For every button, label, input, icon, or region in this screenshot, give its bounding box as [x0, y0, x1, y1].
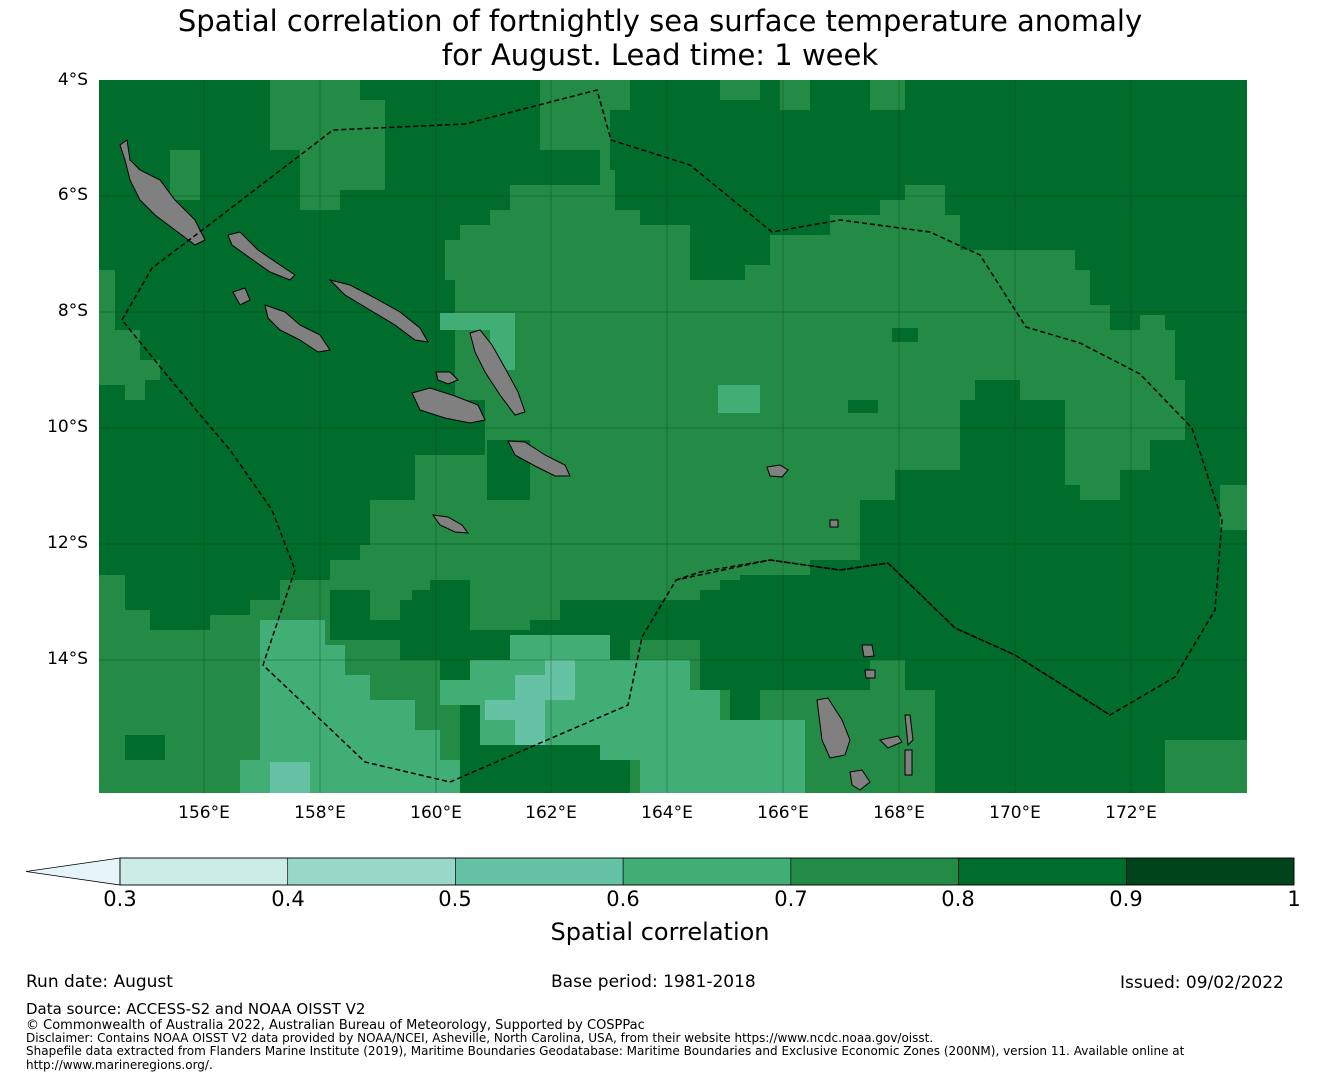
colorbar-outline [119, 857, 1295, 886]
island-santa-cruz [766, 464, 789, 478]
title-line-2: for August. Lead time: 1 week [441, 38, 879, 72]
island-malaita [469, 329, 526, 416]
colorbar-tick-label: 0.6 [606, 887, 640, 911]
lon-tick-label: 164°E [641, 803, 693, 823]
disclaimer: Disclaimer: Contains NOAA OISST V2 data … [26, 1031, 934, 1045]
colorbar-bin [622, 857, 792, 886]
chart-title: Spatial correlation of fortnightly sea s… [0, 4, 1320, 72]
colorbar [25, 857, 1295, 886]
island-small-2 [829, 519, 839, 528]
colorbar-tick-label: 0.4 [271, 887, 305, 911]
shapefile-credit-line-2: http://www.marineregions.org/. [26, 1058, 213, 1072]
colorbar-tick-label: 0.7 [774, 887, 808, 911]
land-masses [119, 139, 914, 791]
island-efate [849, 769, 871, 791]
island-small-3 [904, 749, 913, 776]
lat-tick-label: 4°S [57, 70, 88, 90]
lon-tick-label: 166°E [757, 803, 809, 823]
lat-tick-label: 6°S [57, 185, 88, 205]
colorbar-bin [790, 857, 959, 886]
colorbar-bin [958, 857, 1127, 886]
issued-date: Issued: 09/02/2022 [1120, 973, 1284, 993]
lat-tick-label: 14°S [47, 649, 88, 669]
colorbar-bin [455, 857, 624, 886]
island-pentecost [904, 714, 914, 747]
colorbar-under-extension [25, 857, 121, 886]
eez-vanuatu-north [675, 559, 1111, 716]
island-choiseul [227, 231, 296, 281]
base-period: Base period: 1981-2018 [551, 972, 756, 992]
colorbar-tick-label: 1 [1287, 887, 1301, 911]
lon-tick-label: 172°E [1105, 803, 1157, 823]
island-small-1 [864, 669, 876, 679]
lat-tick-label: 8°S [57, 301, 88, 321]
correlation-map [99, 80, 1247, 793]
heatmap-layer [99, 80, 1247, 793]
shapefile-credit-line-1: Shapefile data extracted from Flanders M… [26, 1044, 1185, 1058]
copyright: © Commonwealth of Australia 2022, Austra… [26, 1018, 645, 1033]
island-espiritu-santo [816, 697, 851, 759]
graticule [99, 80, 1247, 793]
region-bin-0.5-0.6 [270, 660, 575, 793]
lat-tick-label: 12°S [47, 533, 88, 553]
island-santa-isabel [328, 279, 429, 343]
colorbar-tick-label: 0.3 [103, 887, 137, 911]
island-rennell [431, 514, 470, 534]
island-malekula [879, 735, 903, 749]
colorbar-bin [119, 857, 289, 886]
colorbar-tick-label: 0.5 [438, 887, 472, 911]
colorbar-tick-label: 0.9 [1109, 887, 1143, 911]
island-ambae [861, 644, 875, 658]
region-bin-0.7-0.8 [99, 80, 1247, 793]
island-makira [507, 440, 571, 477]
island-new-georgia [264, 304, 331, 353]
eez-solomon-islands [121, 89, 1223, 783]
colorbar-bin [287, 857, 456, 886]
eez-boundaries [121, 89, 1223, 783]
island-vella [232, 287, 251, 306]
colorbar-label: Spatial correlation [550, 918, 770, 946]
colorbar-bins [119, 857, 1295, 886]
lon-tick-label: 160°E [410, 803, 462, 823]
colorbar-bin [1125, 857, 1295, 886]
region-bin-0.6-0.7 [240, 313, 805, 793]
island-guadalcanal [411, 387, 486, 424]
island-bougainville [119, 139, 206, 246]
lon-tick-label: 168°E [873, 803, 925, 823]
lon-tick-label: 162°E [525, 803, 577, 823]
lon-tick-label: 156°E [178, 803, 230, 823]
lon-tick-label: 170°E [989, 803, 1041, 823]
colorbar-tick-label: 0.8 [941, 887, 975, 911]
title-line-1: Spatial correlation of fortnightly sea s… [177, 4, 1143, 38]
lon-tick-label: 158°E [294, 803, 346, 823]
island-nggela [435, 371, 459, 385]
run-date: Run date: August [26, 972, 173, 992]
lat-tick-label: 10°S [47, 417, 88, 437]
data-source: Data source: ACCESS-S2 and NOAA OISST V2 [26, 1000, 366, 1018]
